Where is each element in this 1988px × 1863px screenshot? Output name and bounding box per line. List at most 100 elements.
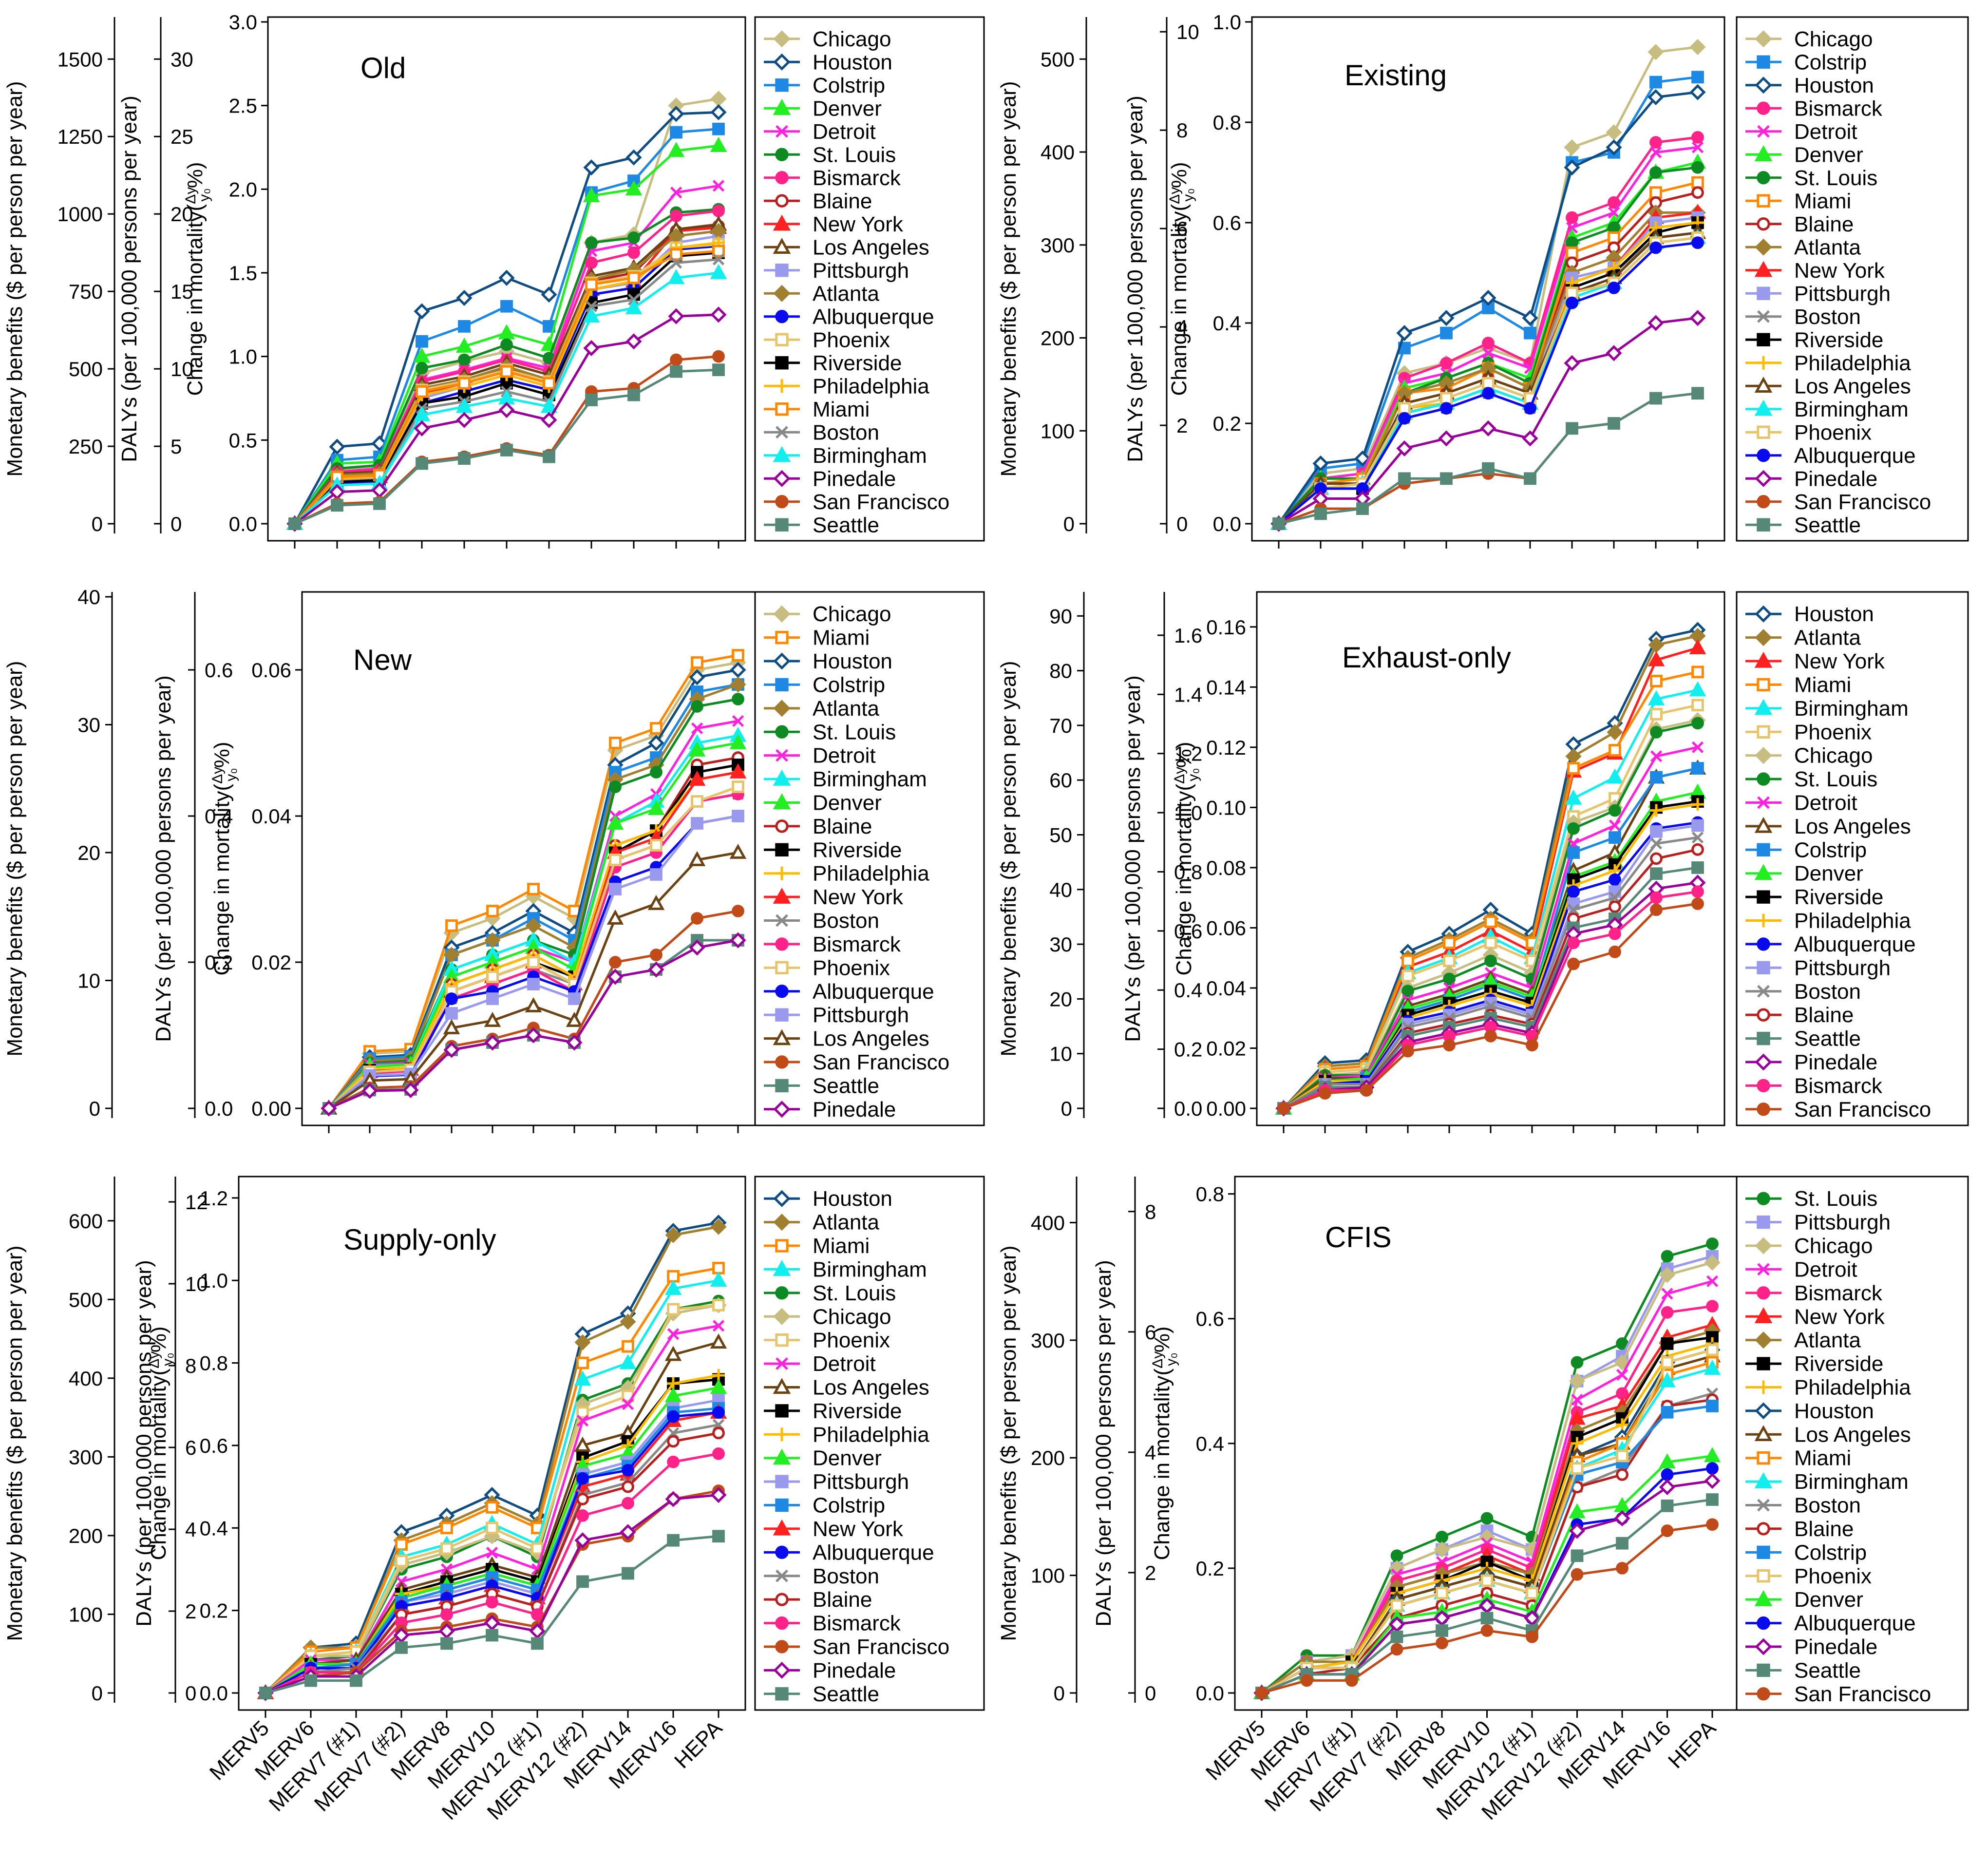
point-bismarck-shape bbox=[585, 256, 598, 269]
legend-marker-st-louis-shape bbox=[775, 1286, 789, 1300]
point-san-francisco bbox=[1345, 1674, 1358, 1687]
monetary-tick-label: 300 bbox=[1041, 234, 1075, 257]
point-miami-shape bbox=[1649, 186, 1662, 199]
point-albuquerque bbox=[1398, 412, 1411, 425]
legend-label-bismarck: Bismarck bbox=[1794, 1074, 1883, 1098]
legend-label-phoenix: Phoenix bbox=[813, 1329, 890, 1352]
point-los-angeles bbox=[664, 1346, 682, 1361]
point-houston-shape bbox=[414, 303, 430, 320]
point-blaine bbox=[1609, 900, 1621, 913]
point-pittsburgh-shape bbox=[486, 992, 499, 1005]
mortality-tick-label: 1.0 bbox=[1213, 11, 1241, 34]
point-albuquerque bbox=[1706, 1462, 1719, 1475]
point-pinedale bbox=[1480, 420, 1496, 437]
dalys-tick-label: 30 bbox=[170, 48, 193, 71]
point-st-louis bbox=[691, 700, 703, 713]
legend-marker-chicago-shape bbox=[1755, 30, 1772, 48]
point-colstrip bbox=[712, 122, 725, 135]
point-colstrip bbox=[1609, 831, 1621, 844]
legend-marker-bismarck bbox=[1757, 101, 1770, 115]
point-seattle-shape bbox=[1691, 387, 1704, 400]
legend-label-blaine: Blaine bbox=[813, 1588, 872, 1612]
point-blaine bbox=[1691, 186, 1704, 199]
point-houston-shape bbox=[1606, 139, 1622, 156]
legend-label-los-angeles: Los Angeles bbox=[1794, 815, 1911, 838]
legend-marker-pittsburgh-shape bbox=[775, 1008, 789, 1022]
point-phoenix bbox=[609, 854, 622, 866]
mortality-tick-label: 0.12 bbox=[1206, 736, 1246, 759]
point-new-york-shape bbox=[1647, 651, 1665, 666]
point-denver bbox=[606, 814, 624, 830]
panel-old: Old 0.0 0.5 1.0 1.5 2.0 2.5 3.0 Change in mortal… bbox=[3, 11, 985, 549]
mortality-tick-label: 0.6 bbox=[200, 1434, 228, 1457]
point-houston-shape bbox=[1438, 310, 1455, 326]
legend-marker-san-francisco bbox=[775, 1640, 789, 1654]
point-st-louis-shape bbox=[1649, 166, 1662, 179]
mortality-tick-label: 0.8 bbox=[200, 1352, 228, 1375]
point-pittsburgh-shape bbox=[445, 1007, 458, 1020]
legend-marker-chicago-shape bbox=[773, 605, 791, 623]
point-st-louis-shape bbox=[458, 353, 471, 366]
point-san-francisco-shape bbox=[1277, 1102, 1290, 1115]
point-st-louis-shape bbox=[1661, 1250, 1674, 1263]
point-phoenix bbox=[1661, 1356, 1674, 1369]
point-denver bbox=[413, 347, 431, 363]
point-houston bbox=[1689, 84, 1706, 100]
point-albuquerque-shape bbox=[1398, 412, 1411, 425]
point-phoenix bbox=[1571, 1462, 1584, 1475]
legend-label-colstrip: Colstrip bbox=[1794, 838, 1867, 862]
point-denver bbox=[1659, 1453, 1676, 1469]
point-detroit bbox=[670, 187, 682, 199]
legend-label-detroit: Detroit bbox=[813, 120, 876, 144]
point-houston-shape bbox=[730, 662, 746, 678]
point-phoenix-shape bbox=[1484, 936, 1497, 950]
dalys-axis-label: DALYs (per 100,000 persons per year) bbox=[132, 1260, 156, 1626]
legend-marker-new-york-shape bbox=[773, 214, 791, 231]
mortality-tick-label: 0.4 bbox=[200, 1517, 228, 1540]
point-miami bbox=[670, 248, 682, 261]
legend-marker-blaine-shape bbox=[1757, 1522, 1770, 1536]
point-houston bbox=[730, 662, 746, 678]
point-denver-shape bbox=[710, 136, 727, 152]
point-seattle-shape bbox=[1390, 1630, 1403, 1643]
point-san-francisco-shape bbox=[1661, 1524, 1674, 1537]
legend-label-new-york: New York bbox=[1794, 1305, 1885, 1329]
monetary-tick-label: 50 bbox=[1049, 824, 1072, 847]
point-bismarck bbox=[1691, 131, 1704, 144]
mortality-label-suffix: %) bbox=[1172, 741, 1196, 768]
point-miami bbox=[585, 278, 598, 291]
dalys-tick-label: 0.0 bbox=[205, 1097, 233, 1120]
point-san-francisco-shape bbox=[1616, 1562, 1628, 1575]
legend-marker-miami-shape bbox=[1757, 678, 1770, 692]
point-miami bbox=[1566, 246, 1578, 259]
point-san-francisco-shape bbox=[1443, 1039, 1456, 1052]
point-detroit bbox=[1566, 222, 1578, 234]
point-bismarck bbox=[486, 1596, 498, 1609]
point-denver-shape bbox=[688, 741, 706, 757]
dalys-tick-label: 10 bbox=[1176, 20, 1199, 43]
dalys-tick-label: 15 bbox=[170, 280, 193, 303]
legend-marker-detroit-shape bbox=[776, 125, 788, 138]
legend-label-colstrip: Colstrip bbox=[1794, 50, 1867, 74]
legend-marker-seattle bbox=[775, 518, 789, 532]
point-los-angeles bbox=[574, 1436, 591, 1452]
point-houston bbox=[1522, 310, 1538, 326]
point-detroit-shape bbox=[1650, 750, 1663, 762]
legend-label-boston: Boston bbox=[813, 1564, 879, 1588]
legend-marker-riverside-shape bbox=[775, 356, 789, 370]
point-albuquerque-shape bbox=[1691, 236, 1704, 249]
legend-label-miami: Miami bbox=[1794, 1446, 1851, 1470]
point-bismarck bbox=[1650, 891, 1663, 904]
legend-marker-chicago-shape bbox=[773, 30, 791, 48]
point-birmingham bbox=[1647, 690, 1665, 705]
point-los-angeles bbox=[688, 851, 706, 866]
point-miami-shape bbox=[609, 737, 622, 749]
dalys-tick-label: 6 bbox=[1176, 217, 1188, 240]
monetary-tick-label: 60 bbox=[1049, 769, 1072, 792]
monetary-tick-label: 70 bbox=[1049, 714, 1072, 737]
point-colstrip-shape bbox=[500, 300, 513, 313]
point-houston-shape bbox=[1564, 159, 1580, 176]
legend-label-boston: Boston bbox=[1794, 305, 1861, 329]
point-st-louis bbox=[416, 361, 428, 375]
legend-label-philadelphia: Philadelphia bbox=[1794, 351, 1911, 375]
